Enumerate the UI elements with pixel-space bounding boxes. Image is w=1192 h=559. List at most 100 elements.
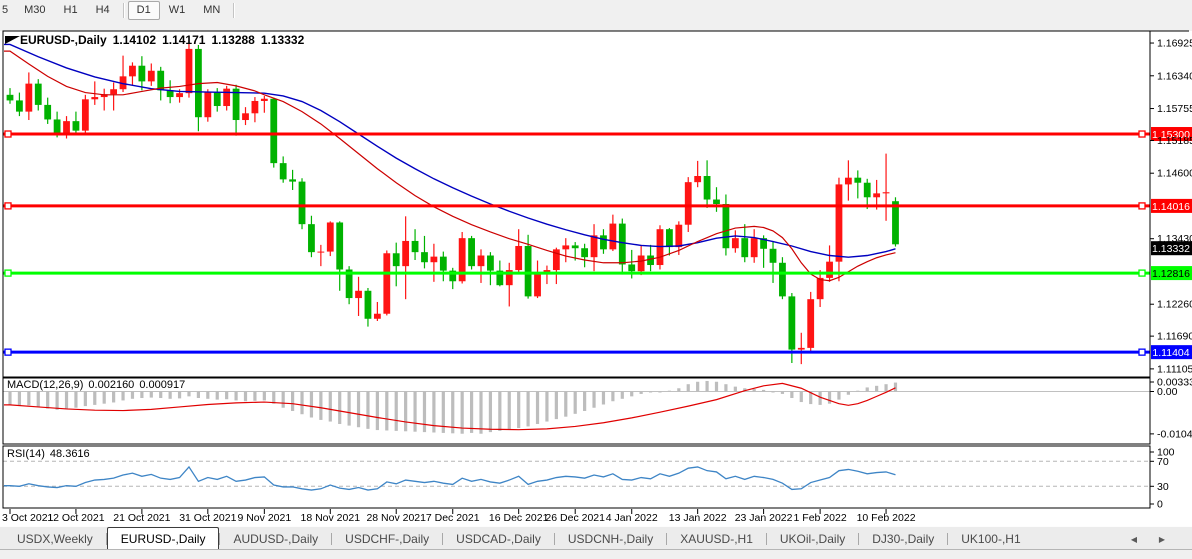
hline-1.15300[interactable]: 1.15300 (3, 127, 1192, 142)
hline-1.14016[interactable]: 1.14016 (3, 198, 1192, 213)
line-handle-right (1138, 269, 1146, 277)
horizontal-lines-layer[interactable]: 1.15300 1.14016 1.12816 1.11404 (3, 127, 1192, 360)
tab-ukoil-daily[interactable]: UKOil-,Daily (779, 532, 846, 546)
macd-bar (272, 391, 276, 404)
macd-bar (441, 391, 445, 433)
candle (863, 178, 871, 210)
tf-button-d1[interactable]: D1 (127, 1, 160, 20)
rsi-axis-label: 30 (1157, 481, 1169, 493)
current-price-badge: 1.13332 (1151, 241, 1192, 256)
macd-axis[interactable]: 0.0033310.00 -0.010439 (1150, 377, 1192, 441)
macd-bar (507, 391, 511, 430)
tf-button-m5[interactable]: 5 (2, 4, 9, 16)
macd-bar (554, 391, 558, 420)
candle (760, 235, 767, 268)
candle (439, 251, 447, 282)
candle (769, 240, 777, 283)
hline-1.11404[interactable]: 1.11404 (3, 345, 1192, 360)
tab-eurusd-daily[interactable]: EURUSD-,Daily (106, 527, 220, 550)
hline-1.12816[interactable]: 1.12816 (3, 266, 1192, 281)
macd-bar (677, 388, 681, 392)
candle (882, 153, 890, 221)
chart-tabs-bar: USDX,Weekly EURUSD-,Daily AUDUSD-,Daily USD… (0, 526, 1192, 550)
tab-usdcnh-daily[interactable]: USDCNH-,Daily (567, 532, 654, 546)
candle (260, 95, 268, 113)
macd-bar (27, 391, 31, 406)
candle (816, 270, 824, 308)
macd-bar (253, 391, 257, 401)
macd-bar (667, 390, 671, 392)
candle (34, 79, 42, 111)
tab-audusd-daily[interactable]: AUDUSD-,Daily (233, 532, 319, 546)
candle (411, 229, 419, 260)
macd-bar (696, 381, 700, 392)
tab-usdchf-daily[interactable]: USDCHF-,Daily (345, 532, 430, 546)
tf-button-m30[interactable]: M30 (24, 4, 46, 16)
macd-bar (451, 391, 455, 434)
candle (317, 244, 325, 267)
price-axis-label: 1.16340 (1157, 70, 1192, 82)
macd-main-value: 0.002160 (88, 379, 135, 391)
macd-bar (469, 391, 474, 433)
macd-bar (328, 391, 332, 422)
candle (119, 55, 127, 93)
candle (844, 160, 852, 201)
tf-button-mn[interactable]: MN (203, 4, 221, 16)
tf-button-w1[interactable]: W1 (168, 4, 186, 16)
macd-bar (404, 391, 408, 432)
tab-scroll-right-icon[interactable]: ▶ (1158, 535, 1166, 544)
macd-bar (319, 391, 323, 420)
macd-bar (177, 391, 182, 399)
tf-button-h4[interactable]: H4 (95, 4, 110, 16)
candle (421, 235, 428, 269)
candle (326, 221, 334, 257)
line-handle-left (4, 348, 12, 356)
price-axis-label: 1.14600 (1157, 168, 1192, 180)
timeframe-toolbar: 5 M30 H1 H4 D1 W1 MN (0, 0, 238, 21)
price-badge-label: 1.14016 (1152, 201, 1190, 213)
tf-button-h1[interactable]: H1 (63, 4, 78, 16)
chart-canvas[interactable]: 1.15300 1.14016 1.12816 1.11404 1.16925 1.163… (0, 0, 1192, 526)
macd-bar (83, 391, 87, 407)
macd-bar (630, 391, 634, 397)
date-axis-label: 7 Dec 2021 (426, 512, 480, 524)
tab-dj30-daily[interactable]: DJ30-,Daily (872, 532, 935, 546)
macd-bar (639, 391, 643, 394)
date-axis-label: 13 Jan 2022 (669, 512, 727, 524)
ohlc-open: 1.14102 (112, 33, 157, 47)
candle (6, 88, 14, 104)
macd-axis-label: -0.010439 (1157, 428, 1192, 440)
macd-bar (196, 391, 200, 398)
candle (637, 244, 645, 276)
date-axis-label: 16 Dec 2021 (489, 512, 549, 524)
candle (383, 250, 391, 316)
rsi-axis-label: 0 (1157, 499, 1163, 511)
macd-bar (130, 391, 135, 399)
candle (505, 262, 513, 307)
tab-xauusd-h1[interactable]: XAUUSD-,H1 (680, 532, 753, 546)
date-axis-label: 4 Jan 2022 (606, 512, 658, 524)
tab-divider (666, 533, 668, 545)
one-click-trading-arrow-icon[interactable] (5, 36, 20, 44)
chart-symbol-label: EURUSD-,Daily (20, 33, 107, 47)
macd-bar (790, 391, 794, 398)
macd-bar (112, 391, 116, 403)
price-axis-label: 1.11690 (1157, 331, 1192, 343)
macd-bar (149, 391, 153, 398)
tab-usdcad-daily[interactable]: USDCAD-,Daily (456, 532, 541, 546)
tab-scroll-left-icon[interactable]: ◀ (1130, 535, 1138, 544)
macd-bar (479, 391, 483, 434)
tab-divider (553, 533, 555, 545)
macd-bar (46, 391, 50, 409)
price-axis[interactable]: 1.169251.163401.157551.151851.146001.134… (1150, 38, 1192, 376)
macd-bar (535, 391, 540, 424)
macd-bar (8, 391, 12, 405)
rsi-line (4, 465, 896, 491)
ohlc-low: 1.13288 (211, 33, 255, 47)
tab-uk100-h1[interactable]: UK100-,H1 (961, 532, 1021, 546)
tab-usdx-weekly[interactable]: USDX,Weekly (17, 532, 93, 546)
macd-bar (356, 391, 361, 428)
macd-bar (648, 391, 653, 393)
